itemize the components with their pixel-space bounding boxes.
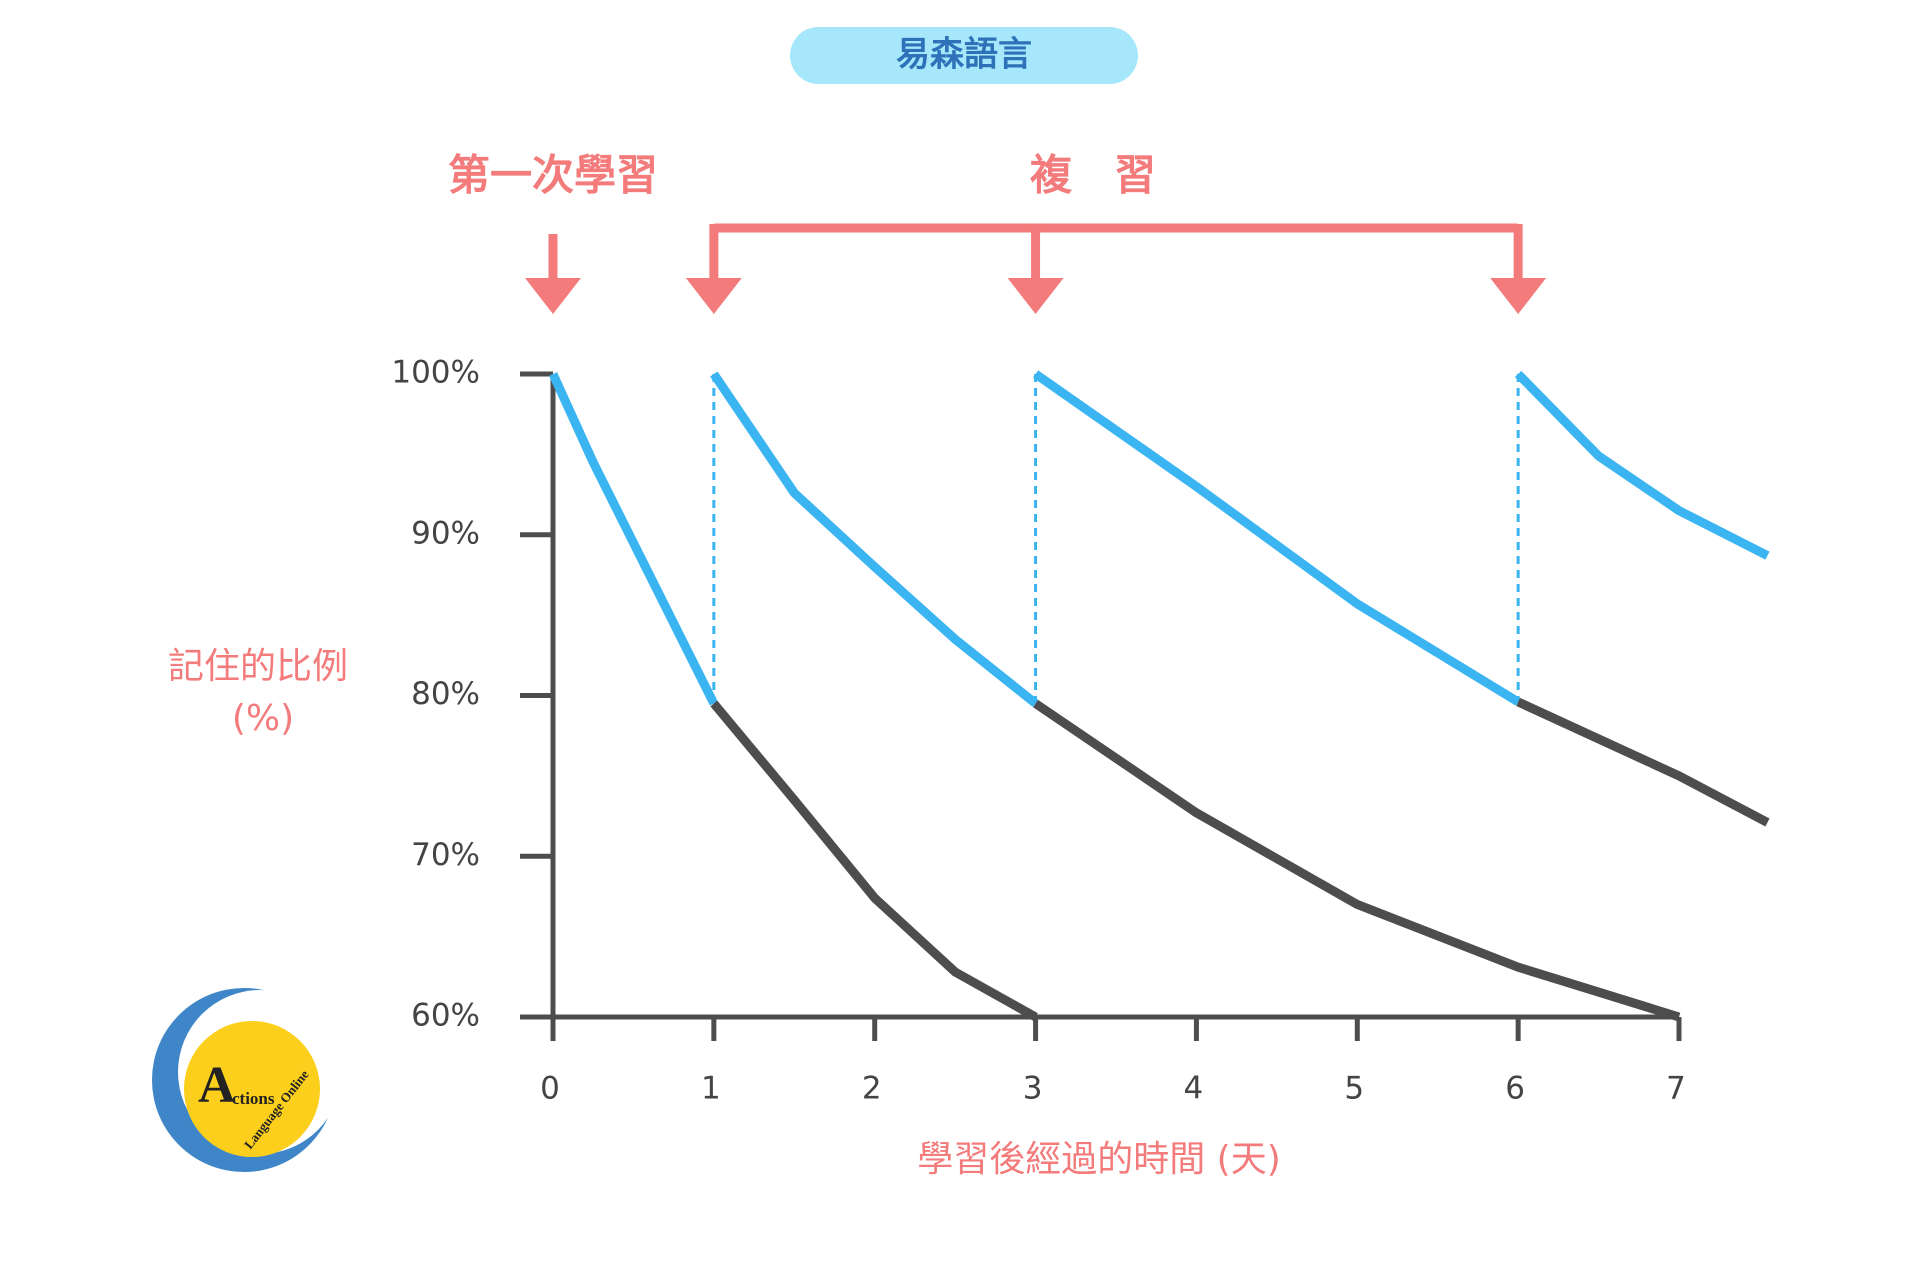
line-series [1033,699,1681,1022]
arrow-head [1007,278,1064,314]
x-tick-label: 6 [1505,1071,1525,1107]
arrow-head [525,278,581,314]
line-series [1516,697,1770,827]
y-tick-label: 60% [411,998,480,1034]
line-series [548,372,718,706]
annotation: 複 習 [1030,151,1156,200]
line-series [1514,370,1770,560]
line-series [710,700,1038,1021]
annotation: 第一次學習 [448,151,658,200]
x-tick-label: 4 [1184,1071,1204,1107]
arrow-head [685,278,742,314]
x-tick-label: 2 [862,1071,882,1107]
y-tick-label: 70% [411,837,480,873]
x-tick-label: 3 [1023,1071,1043,1107]
x-tick-label: 0 [540,1071,560,1107]
logo-disc [184,1021,320,1157]
y-axis-label: 記住的比例 [168,646,348,687]
y-tick-label: 100% [391,355,480,391]
y-tick-label: 80% [411,676,480,712]
arrow-head [1490,278,1547,314]
x-tick-label: 1 [701,1071,721,1107]
x-axis-label: 學習後經過的時間 (天) [917,1139,1281,1180]
logo-word: ctions [232,1089,275,1108]
x-tick-label: 7 [1666,1071,1686,1107]
logo: A ctions Language Online [152,988,342,1172]
line-series [710,371,1039,708]
x-tick-label: 5 [1344,1071,1364,1107]
y-axis-label: (%) [232,698,294,739]
line-series [1032,370,1521,706]
chart-title: 易森語言 [896,35,1032,75]
y-tick-label: 90% [411,515,480,551]
title-pill [790,27,1138,84]
logo-letter: A [198,1057,236,1114]
